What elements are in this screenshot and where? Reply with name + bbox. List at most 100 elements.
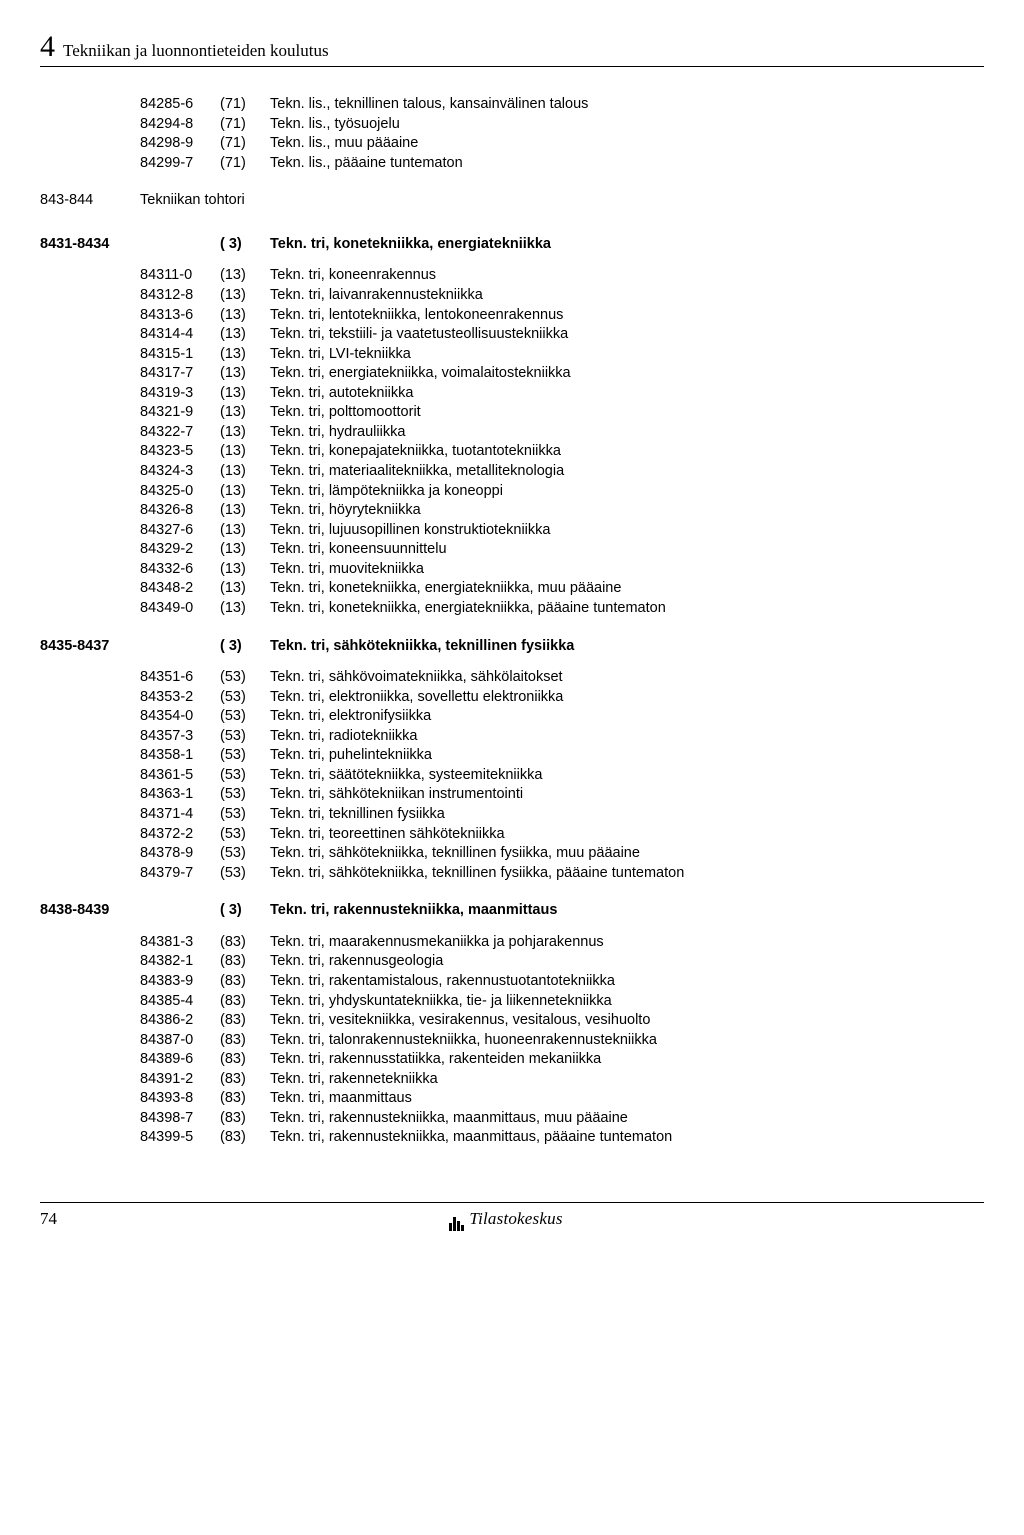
code: 84348-2 xyxy=(140,579,220,599)
desc: Tekn. tri, muovitekniikka xyxy=(270,560,984,580)
desc: Tekn. tri, säätötekniikka, systeemitekni… xyxy=(270,766,984,786)
desc: Tekn. tri, sähkötekniikka, teknillinen f… xyxy=(270,844,984,864)
code: 84354-0 xyxy=(140,707,220,727)
paren: (53) xyxy=(220,746,270,766)
intermediate-label: Tekniikan tohtori xyxy=(140,191,984,211)
logo-icon xyxy=(448,1211,466,1225)
desc: Tekn. tri, sähkövoimatekniikka, sähkölai… xyxy=(270,668,984,688)
desc: Tekn. tri, lentotekniikka, lentokoneenra… xyxy=(270,306,984,326)
code: 84389-6 xyxy=(140,1050,220,1070)
paren: (53) xyxy=(220,805,270,825)
paren: (13) xyxy=(220,462,270,482)
code: 84386-2 xyxy=(140,1011,220,1031)
section-range: 8438-8439 xyxy=(40,901,140,921)
paren: (83) xyxy=(220,933,270,953)
desc: Tekn. tri, talonrakennustekniikka, huone… xyxy=(270,1031,984,1051)
desc: Tekn. tri, rakennetekniikka xyxy=(270,1070,984,1090)
content: 84285-6(71)Tekn. lis., teknillinen talou… xyxy=(40,95,984,1166)
spacer xyxy=(140,901,220,921)
code: 84387-0 xyxy=(140,1031,220,1051)
paren: (71) xyxy=(220,154,270,174)
desc: Tekn. tri, rakennustekniikka, maanmittau… xyxy=(270,1109,984,1129)
desc: Tekn. tri, elektroniikka, sovellettu ele… xyxy=(270,688,984,708)
desc: Tekn. tri, energiatekniikka, voimalaitos… xyxy=(270,364,984,384)
code: 84313-6 xyxy=(140,306,220,326)
desc: Tekn. tri, laivanrakennustekniikka xyxy=(270,286,984,306)
desc: Tekn. tri, rakentamistalous, rakennustuo… xyxy=(270,972,984,992)
paren: (13) xyxy=(220,384,270,404)
desc: Tekn. lis., muu pääaine xyxy=(270,134,984,154)
paren: (71) xyxy=(220,115,270,135)
code: 84327-6 xyxy=(140,521,220,541)
code: 84314-4 xyxy=(140,325,220,345)
paren: (13) xyxy=(220,266,270,286)
paren: (13) xyxy=(220,364,270,384)
desc: Tekn. tri, radiotekniikka xyxy=(270,727,984,747)
paren: (53) xyxy=(220,864,270,884)
range: 843-844 xyxy=(40,191,140,211)
desc: Tekn. tri, yhdyskuntatekniikka, tie- ja … xyxy=(270,992,984,1012)
paren: (83) xyxy=(220,1109,270,1129)
section-paren: ( 3) xyxy=(220,637,270,657)
code: 84319-3 xyxy=(140,384,220,404)
code: 84399-5 xyxy=(140,1128,220,1148)
paren: (83) xyxy=(220,1011,270,1031)
paren: (53) xyxy=(220,844,270,864)
paren: (53) xyxy=(220,668,270,688)
paren: (71) xyxy=(220,95,270,115)
code: 84398-7 xyxy=(140,1109,220,1129)
paren: (83) xyxy=(220,972,270,992)
paren: (13) xyxy=(220,579,270,599)
desc: Tekn. tri, tekstiili- ja vaatetusteollis… xyxy=(270,325,984,345)
desc: Tekn. tri, LVI-tekniikka xyxy=(270,345,984,365)
desc: Tekn. tri, vesitekniikka, vesirakennus, … xyxy=(270,1011,984,1031)
chapter-header: 4 Tekniikan ja luonnontieteiden koulutus xyxy=(40,30,984,67)
code: 84351-6 xyxy=(140,668,220,688)
section-title: Tekn. tri, sähkötekniikka, teknillinen f… xyxy=(270,637,984,657)
code: 84382-1 xyxy=(140,952,220,972)
section-paren: ( 3) xyxy=(220,901,270,921)
paren: (53) xyxy=(220,688,270,708)
chapter-number: 4 xyxy=(40,30,55,63)
desc: Tekn. tri, polttomoottorit xyxy=(270,403,984,423)
desc: Tekn. tri, rakennusgeologia xyxy=(270,952,984,972)
code: 84353-2 xyxy=(140,688,220,708)
code: 84329-2 xyxy=(140,540,220,560)
desc: Tekn. tri, autotekniikka xyxy=(270,384,984,404)
desc: Tekn. tri, rakennusstatiikka, rakenteide… xyxy=(270,1050,984,1070)
code: 84361-5 xyxy=(140,766,220,786)
code: 84378-9 xyxy=(140,844,220,864)
desc: Tekn. lis., työsuojelu xyxy=(270,115,984,135)
code: 84379-7 xyxy=(140,864,220,884)
paren: (13) xyxy=(220,599,270,619)
paren: (13) xyxy=(220,521,270,541)
chapter-title: Tekniikan ja luonnontieteiden koulutus xyxy=(63,41,329,60)
code: 84393-8 xyxy=(140,1089,220,1109)
paren: (13) xyxy=(220,306,270,326)
code: 84326-8 xyxy=(140,501,220,521)
paren: (13) xyxy=(220,423,270,443)
code: 84299-7 xyxy=(140,154,220,174)
spacer xyxy=(140,235,220,255)
code: 84321-9 xyxy=(140,403,220,423)
footer: 74 Tilastokeskus xyxy=(40,1202,984,1229)
paren: (53) xyxy=(220,785,270,805)
paren: (13) xyxy=(220,286,270,306)
footer-org-text: Tilastokeskus xyxy=(469,1209,562,1228)
spacer xyxy=(140,637,220,657)
paren: (53) xyxy=(220,825,270,845)
paren: (13) xyxy=(220,482,270,502)
section-range: 8431-8434 xyxy=(40,235,140,255)
desc: Tekn. tri, materiaalitekniikka, metallit… xyxy=(270,462,984,482)
section-range: 8435-8437 xyxy=(40,637,140,657)
code: 84317-7 xyxy=(140,364,220,384)
paren: (13) xyxy=(220,560,270,580)
code: 84311-0 xyxy=(140,266,220,286)
code: 84372-2 xyxy=(140,825,220,845)
paren: (71) xyxy=(220,134,270,154)
paren: (83) xyxy=(220,1089,270,1109)
section-title: Tekn. tri, konetekniikka, energiatekniik… xyxy=(270,235,984,255)
code: 84323-5 xyxy=(140,442,220,462)
footer-org: Tilastokeskus xyxy=(57,1209,954,1229)
paren: (13) xyxy=(220,325,270,345)
